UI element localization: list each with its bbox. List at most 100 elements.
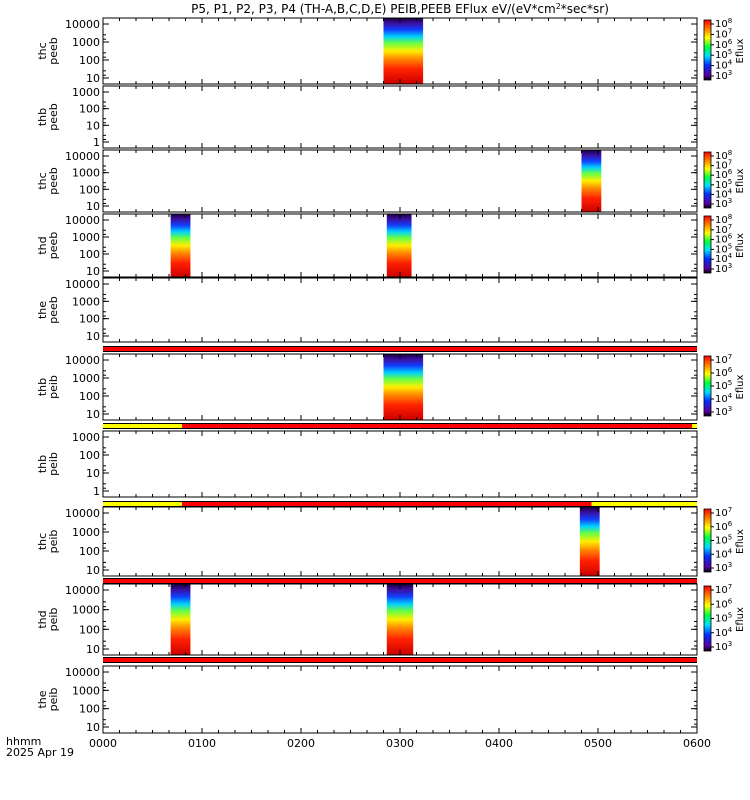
panel-y-label: thdpeib <box>36 608 60 632</box>
data-block <box>581 150 602 212</box>
panel-y-label: thbpeeb <box>36 103 60 131</box>
status-bar-segment <box>103 424 183 428</box>
y-tick-label: 10000 <box>65 214 100 227</box>
y-tick-label: 100 <box>79 545 100 558</box>
panel-y-label: thcpeib <box>36 530 60 554</box>
colorbar-tick-label: 108 <box>715 17 732 30</box>
data-block <box>170 584 191 655</box>
colorbar-tick-label: 107 <box>715 583 732 596</box>
y-tick-label: 10 <box>86 330 100 343</box>
y-tick-label: 1000 <box>72 167 100 180</box>
y-tick-label: 1000 <box>72 295 100 308</box>
y-tick-label: 100 <box>79 103 100 116</box>
y-tick-label: 100 <box>79 248 100 261</box>
colorbar-label: Eflux <box>735 529 746 554</box>
colorbar-label: Eflux <box>735 233 746 258</box>
status-bar-segment <box>182 424 693 428</box>
y-tick-label: 100 <box>79 703 100 716</box>
y-tick-label: 100 <box>79 390 100 403</box>
colorbar-tick-label: 103 <box>715 69 732 82</box>
panel-y-label: thcpeeb <box>36 37 60 65</box>
panel-frame <box>102 430 698 498</box>
x-tick-label: 0200 <box>287 737 315 750</box>
x-tick-label: 0300 <box>386 737 414 750</box>
colorbar-tick-label: 105 <box>715 612 732 625</box>
data-block <box>579 507 600 576</box>
spectrogram-panel: 10000 1000 100 10 thbpeib 107106105104103Eflu… <box>36 353 746 421</box>
y-tick-label: 10000 <box>65 507 100 520</box>
x-axis: 0000 0100 0200 0300 0400 0500 0600 <box>89 18 711 750</box>
spectrogram-panel: 10000 1000 100 10 thepeib <box>36 665 698 734</box>
y-tick-label: 100 <box>79 54 100 67</box>
y-tick-label: 10 <box>86 467 100 480</box>
y-tick-label: 10 <box>86 408 100 421</box>
panel-frame <box>102 665 698 734</box>
y-tick-label: 10 <box>86 564 100 577</box>
colorbar-tick-label: 105 <box>715 379 732 392</box>
y-tick-label: 10 <box>86 119 100 132</box>
data-block <box>170 214 191 277</box>
y-tick-label: 10 <box>86 643 100 656</box>
status-bar-segment <box>103 579 697 583</box>
y-tick-label: 10000 <box>65 18 100 31</box>
colorbar-tick-label: 105 <box>715 242 732 255</box>
y-tick-label: 10000 <box>65 666 100 679</box>
y-tick-label: 1000 <box>72 684 100 697</box>
colorbar-tick-label: 103 <box>715 262 732 275</box>
y-tick-label: 1000 <box>72 431 100 444</box>
panel-y-label: thdpeeb <box>36 232 60 260</box>
x-tick-label: 0500 <box>584 737 612 750</box>
colorbar-label: Eflux <box>735 374 746 399</box>
y-tick-label: 1000 <box>72 526 100 539</box>
colorbar-tick-label: 103 <box>715 405 732 418</box>
panel-y-label: thcpeeb <box>36 167 60 195</box>
data-block <box>386 214 412 277</box>
panels: 10000100010010thcpeeb108107106105104103E… <box>36 17 746 734</box>
colorbar-tick-label: 105 <box>715 48 732 61</box>
colorbar-tick-label: 106 <box>715 38 733 51</box>
colorbar-label: Eflux <box>735 38 746 63</box>
status-bar-segment <box>182 502 592 506</box>
colorbar <box>703 151 712 209</box>
x-tick-label: 0100 <box>188 737 216 750</box>
panel-frame <box>102 149 698 213</box>
colorbar <box>703 19 712 81</box>
colorbar-tick-label: 104 <box>715 59 733 72</box>
colorbar-tick-label: 106 <box>715 597 733 610</box>
colorbar-tick-label: 106 <box>715 520 733 533</box>
colorbar-label: Eflux <box>735 607 746 632</box>
y-tick-label: 1000 <box>72 86 100 99</box>
y-tick-label: 10 <box>86 265 100 278</box>
status-bar-segment <box>692 424 697 428</box>
y-tick-label: 10000 <box>65 150 100 163</box>
panel-frame <box>102 85 698 149</box>
panel-y-label: thbpeib <box>36 375 60 399</box>
x-tick-label: 0000 <box>89 737 117 750</box>
colorbar-tick-label: 103 <box>715 197 732 210</box>
y-tick-label: 100 <box>79 623 100 636</box>
colorbar-tick-label: 108 <box>715 149 732 162</box>
colorbar-tick-label: 106 <box>715 233 733 246</box>
status-bar-segment <box>103 502 183 506</box>
y-tick-label: 100 <box>79 183 100 196</box>
colorbar-tick-label: 107 <box>715 27 732 40</box>
x-tick-label: 0600 <box>683 737 711 750</box>
colorbar-tick-label: 107 <box>715 506 732 519</box>
panel-y-label: thbpeib <box>36 452 60 476</box>
colorbar-tick-label: 104 <box>715 252 733 265</box>
panel-frame <box>102 506 698 577</box>
y-tick-label: 10000 <box>65 354 100 367</box>
colorbar-tick-label: 103 <box>715 640 732 653</box>
spectrogram-panel: 10000 1000 100 10 thcpeeb 108107106105104103E… <box>36 17 746 85</box>
status-bar-segment <box>591 502 697 506</box>
y-tick-label: 1000 <box>72 372 100 385</box>
colorbar-tick-label: 107 <box>715 353 732 366</box>
colorbar-label: Eflux <box>735 168 746 193</box>
colorbar-tick-label: 103 <box>715 561 732 574</box>
colorbar <box>703 585 712 652</box>
colorbar-tick-label: 105 <box>715 534 732 547</box>
y-tick-label: 1 <box>93 136 100 149</box>
spectrogram-panel: 10000 1000 100 10 thcpeeb 108107106105104103E… <box>36 149 746 213</box>
